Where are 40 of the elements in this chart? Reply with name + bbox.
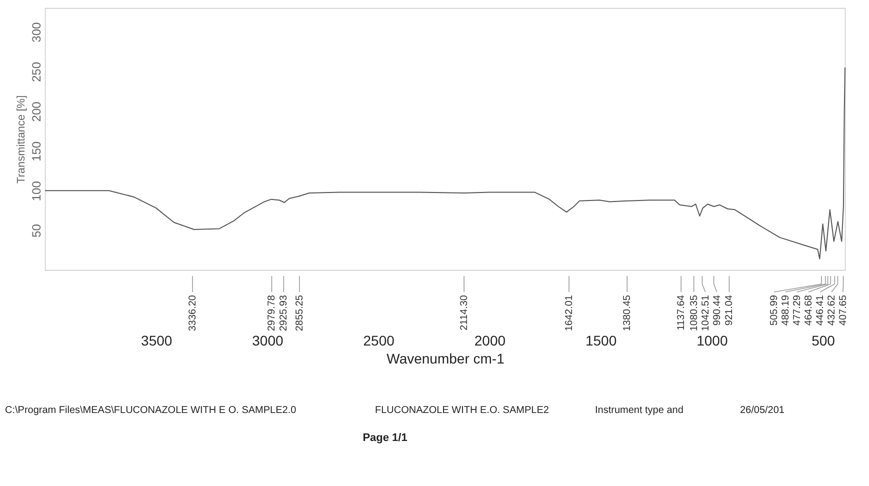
annotation: 446.41 [815,294,826,326]
y-tick-label: 100 [30,180,44,202]
x-tick-label: 1000 [696,332,728,348]
y-tick-label: 300 [30,22,44,42]
y-tick-label: 200 [30,101,44,122]
annotation: 2979.78 [266,294,278,332]
annotation: 1042.51 [700,294,712,332]
x-tick-label: 3500 [141,332,172,348]
annotation: 2855.25 [294,294,306,332]
annotation: 464.68 [804,294,814,326]
annotation: 477.29 [792,294,803,326]
annotation: 488.19 [780,294,792,326]
x-tick-label: 3000 [252,332,284,348]
annotation: 2114.30 [459,294,470,330]
annotation: 921.04 [724,294,736,326]
y-tick-label: 150 [30,141,44,162]
y-tick-label: 50 [30,224,44,238]
annotation: 407.65 [838,294,849,326]
annotation: 505.99 [769,294,780,326]
annotation: 3336.20 [188,294,199,332]
line-series [44,67,846,260]
text: 26/05/201 [740,405,785,416]
annotation: 1642.01 [564,294,575,332]
annotation: 990.44 [712,294,723,326]
x-tick-label: 2500 [363,332,395,348]
x-tick-label: 1500 [585,332,617,348]
x-tick-label: 500 [812,332,836,348]
text: Page 1/1 [362,432,408,444]
annotation: 1137.64 [676,294,688,330]
text: C:\Program Files\MEAS\FLUCONAZOLE WITH E O. SAMPLE2.0 [5,405,297,416]
annotation: 1080.35 [688,294,700,332]
y-axis-title: Transmittance [%] [16,95,28,184]
annotation: 432.62 [826,294,838,326]
annotation: 2925.93 [278,294,290,332]
x-tick-label: 2000 [474,332,506,348]
text: FLUCONAZOLE WITH E.O. SAMPLE2 [375,405,550,416]
x-axis-title: Wavenumber cm-1 [386,350,505,366]
text: Instrument type and [595,405,684,416]
y-tick-label: 250 [30,62,44,82]
annotation: 1380.45 [622,294,634,332]
